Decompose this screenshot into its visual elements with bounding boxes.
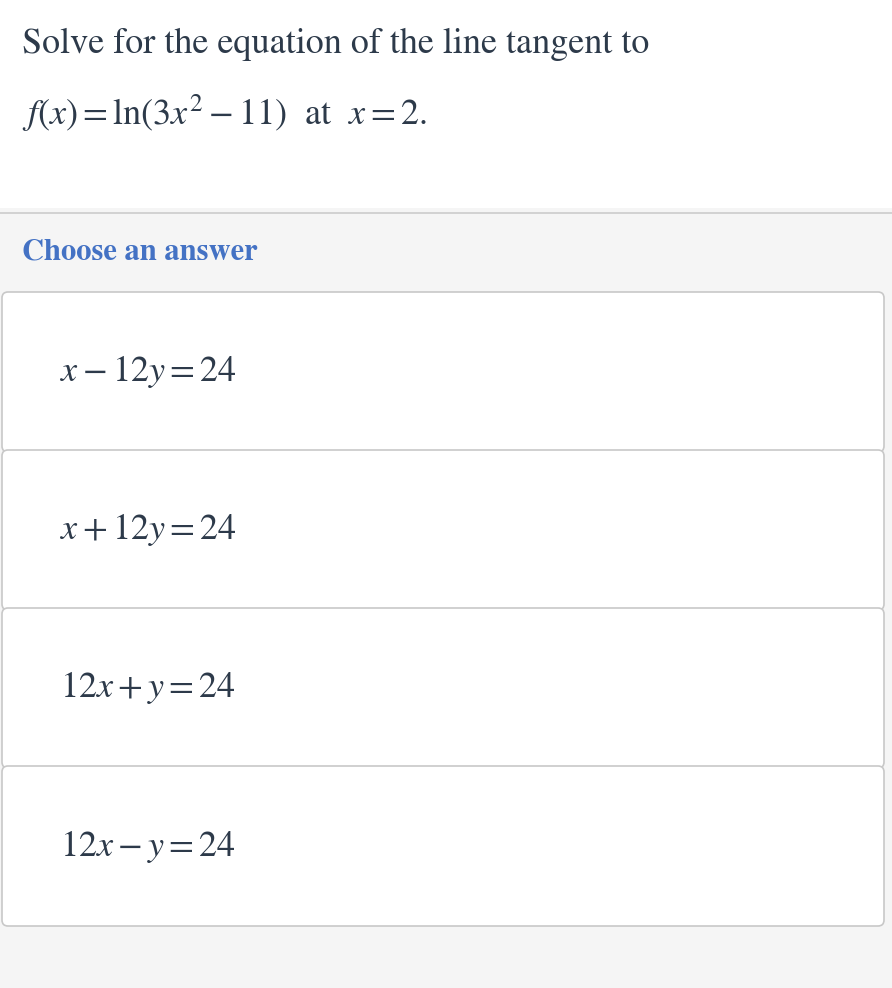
Text: Solve for the equation of the line tangent to: Solve for the equation of the line tange… bbox=[22, 28, 649, 61]
Text: $x - 12y = 24$: $x - 12y = 24$ bbox=[60, 354, 236, 390]
FancyBboxPatch shape bbox=[2, 608, 884, 768]
Text: $x + 12y = 24$: $x + 12y = 24$ bbox=[60, 512, 236, 548]
FancyBboxPatch shape bbox=[2, 450, 884, 610]
FancyBboxPatch shape bbox=[2, 292, 884, 452]
Text: $f(x) = \ln(3x^2 - 11)$  at  $x = 2$.: $f(x) = \ln(3x^2 - 11)$ at $x = 2$. bbox=[22, 93, 426, 134]
FancyBboxPatch shape bbox=[2, 766, 884, 926]
Text: Choose an answer: Choose an answer bbox=[22, 238, 258, 265]
Text: $12x + y = 24$: $12x + y = 24$ bbox=[60, 670, 235, 706]
FancyBboxPatch shape bbox=[0, 0, 892, 208]
Text: $12x - y = 24$: $12x - y = 24$ bbox=[60, 828, 235, 864]
